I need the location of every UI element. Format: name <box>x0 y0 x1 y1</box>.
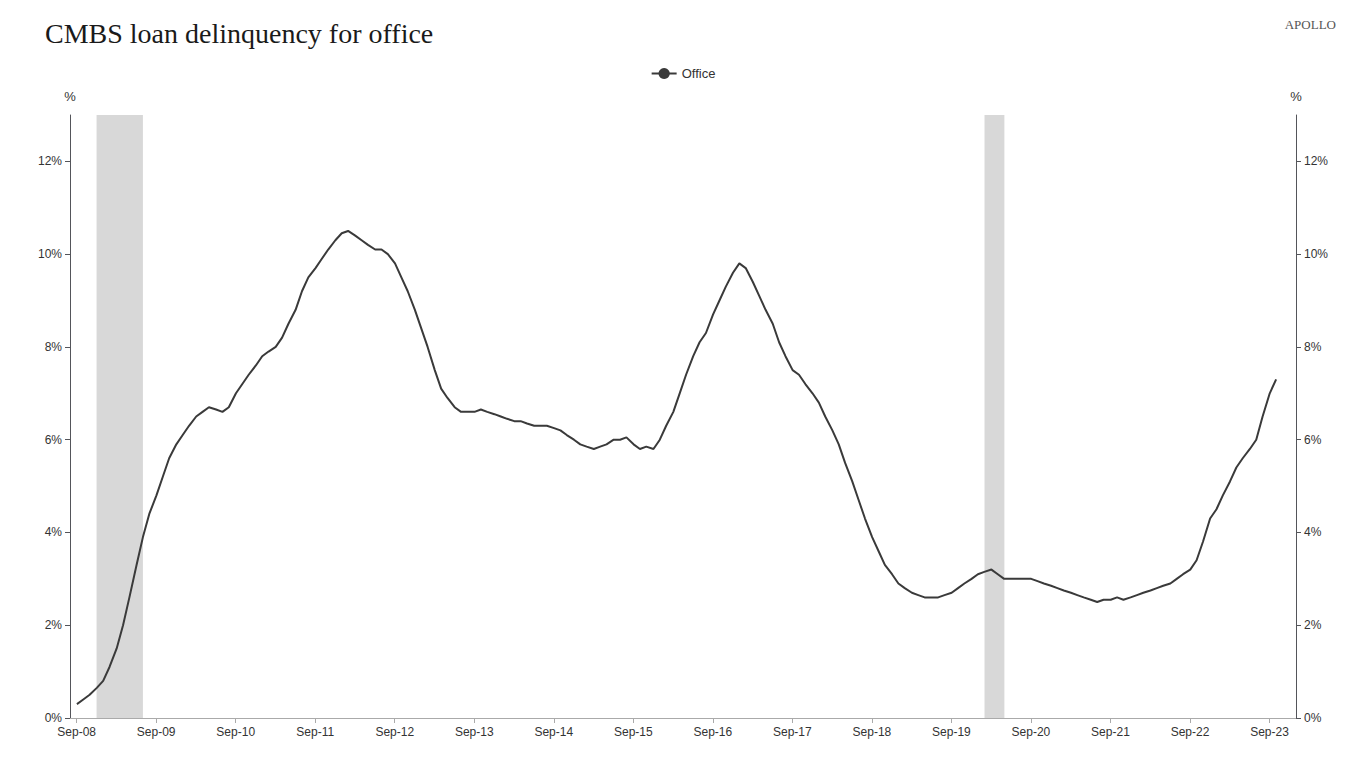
svg-text:8%: 8% <box>1304 340 1322 354</box>
svg-text:10%: 10% <box>1304 247 1328 261</box>
svg-text:%: % <box>1290 89 1302 104</box>
svg-text:2%: 2% <box>1304 618 1322 632</box>
svg-text:10%: 10% <box>38 247 62 261</box>
svg-text:6%: 6% <box>45 433 63 447</box>
svg-text:Sep-23: Sep-23 <box>1250 725 1289 739</box>
svg-text:8%: 8% <box>45 340 63 354</box>
svg-text:Sep-21: Sep-21 <box>1091 725 1130 739</box>
svg-text:Sep-10: Sep-10 <box>216 725 255 739</box>
svg-text:Sep-19: Sep-19 <box>932 725 971 739</box>
svg-text:APOLLO: APOLLO <box>1285 17 1336 32</box>
svg-text:Sep-09: Sep-09 <box>137 725 176 739</box>
svg-text:Sep-12: Sep-12 <box>375 725 414 739</box>
svg-text:Sep-13: Sep-13 <box>455 725 494 739</box>
svg-text:Sep-16: Sep-16 <box>693 725 732 739</box>
svg-text:6%: 6% <box>1304 433 1322 447</box>
svg-text:CMBS loan delinquency for offi: CMBS loan delinquency for office <box>45 18 433 49</box>
svg-text:Sep-17: Sep-17 <box>773 725 812 739</box>
svg-text:Office: Office <box>682 66 716 81</box>
svg-text:Sep-14: Sep-14 <box>534 725 573 739</box>
svg-text:Sep-20: Sep-20 <box>1012 725 1051 739</box>
svg-text:Sep-11: Sep-11 <box>296 725 334 739</box>
svg-text:Sep-08: Sep-08 <box>57 725 96 739</box>
svg-text:4%: 4% <box>45 525 63 539</box>
svg-text:12%: 12% <box>1304 154 1328 168</box>
svg-text:Sep-15: Sep-15 <box>614 725 653 739</box>
svg-text:12%: 12% <box>38 154 62 168</box>
svg-text:0%: 0% <box>45 711 63 725</box>
svg-text:Sep-18: Sep-18 <box>853 725 892 739</box>
svg-text:2%: 2% <box>45 618 63 632</box>
svg-text:%: % <box>64 89 76 104</box>
svg-text:Sep-22: Sep-22 <box>1171 725 1210 739</box>
svg-text:4%: 4% <box>1304 525 1322 539</box>
svg-text:0%: 0% <box>1304 711 1322 725</box>
